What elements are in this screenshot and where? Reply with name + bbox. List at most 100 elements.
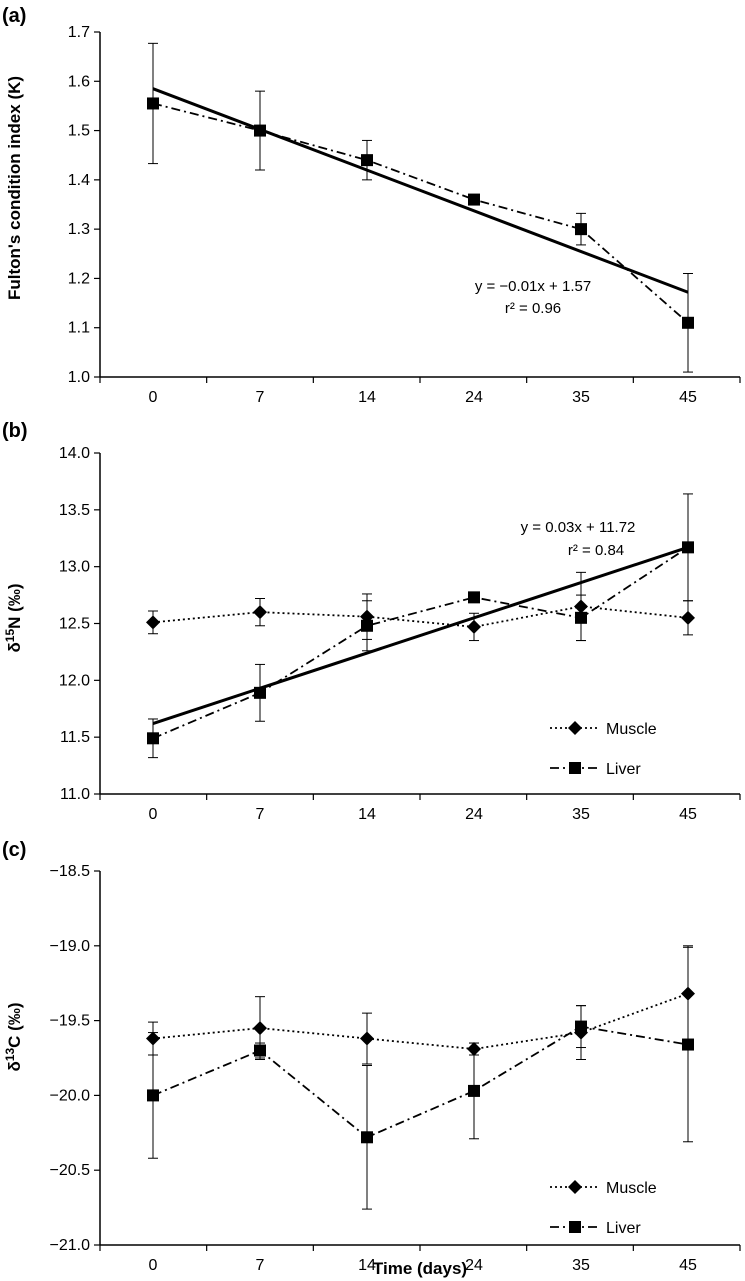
- x-tick-label-c: 0: [149, 1257, 158, 1274]
- x-tick-label-a: 45: [679, 389, 697, 406]
- x-tick-label-c: 35: [572, 1257, 590, 1274]
- point-muscle-b: [253, 605, 267, 620]
- y-tick-label-c: −19.0: [50, 938, 91, 955]
- x-tick-label-c: 45: [679, 1257, 697, 1274]
- point-liver-b: [575, 611, 587, 624]
- point-muscle-c: [253, 1021, 267, 1036]
- legend-marker-liver-b: [569, 762, 581, 774]
- y-tick-label-b: 14.0: [59, 445, 90, 462]
- y-tick-label-a: 1.0: [68, 369, 90, 386]
- x-tick-label-c: 14: [358, 1257, 376, 1274]
- legend-label-muscle-c: Muscle: [606, 1180, 657, 1197]
- point-muscle-b: [467, 619, 481, 634]
- y-ticks-a: 1.0 1.1 1.2 1.3 1.4 1.5 1.6 1.7: [68, 24, 100, 386]
- series-line-muscle-c: [152, 992, 689, 1050]
- legend-label-liver-b: Liver: [606, 761, 641, 778]
- regression-r2-b: r² = 0.84: [568, 542, 624, 559]
- y-tick-label-b: 12.0: [59, 672, 90, 689]
- regression-line-b: [152, 545, 689, 725]
- panel-label-a: (a): [2, 5, 26, 27]
- y-tick-label-b: 11.5: [60, 729, 90, 746]
- point-liver-c: [575, 1020, 587, 1033]
- x-tick-label-a: 14: [358, 389, 376, 406]
- point-muscle-c: [360, 1031, 374, 1046]
- point-liver-b: [468, 591, 480, 604]
- series-group-b: [146, 493, 695, 759]
- legend-marker-muscle-b: [568, 721, 582, 735]
- regression-line-a: [152, 87, 689, 294]
- x-tick-label-b: 0: [149, 806, 158, 823]
- x-tick-label-a: 24: [465, 389, 483, 406]
- y-axis-title-b-sup: 15: [3, 629, 17, 643]
- y-axis-title-b-prefix: δ: [5, 642, 24, 652]
- x-tick-label-c: 7: [256, 1257, 265, 1274]
- y-tick-label-a: 1.1: [68, 320, 90, 337]
- point-liver-c: [468, 1084, 480, 1097]
- point-liver-c: [682, 1038, 694, 1051]
- y-ticks-c: −21.0 −20.5 −20.0 −19.5 −19.0 −18.5: [50, 863, 100, 1254]
- x-ticks-a: 0 7 14 24 35 45: [99, 377, 741, 406]
- x-tick-label-b: 45: [679, 806, 697, 823]
- series-line-liver-b: [152, 546, 689, 740]
- legend-marker-liver-c: [569, 1221, 581, 1233]
- point-k-a: [147, 97, 159, 110]
- x-tick-label-a: 0: [149, 389, 158, 406]
- legend-marker-muscle-c: [568, 1180, 582, 1194]
- point-liver-c: [147, 1089, 159, 1102]
- point-liver-b: [147, 732, 159, 745]
- legend-c: Muscle Liver: [550, 1180, 657, 1237]
- y-axis-title-c: δ13C (‰): [3, 1003, 24, 1072]
- y-tick-label-a: 1.6: [68, 73, 90, 90]
- y-axis-title-b: δ15N (‰): [3, 584, 24, 653]
- x-tick-label-b: 35: [572, 806, 590, 823]
- y-axis-title-c-prefix: δ: [5, 1061, 24, 1071]
- panel-label-c: (c): [2, 839, 26, 861]
- y-tick-label-b: 11.0: [60, 786, 90, 803]
- point-k-a: [361, 154, 373, 167]
- y-tick-label-c: −21.0: [50, 1237, 91, 1254]
- y-tick-label-b: 13.0: [59, 559, 90, 576]
- point-liver-b: [682, 541, 694, 554]
- y-tick-label-c: −20.5: [50, 1162, 91, 1179]
- point-k-a: [682, 316, 694, 329]
- x-tick-label-b: 7: [256, 806, 265, 823]
- y-axis-title-b-suffix: N (‰): [5, 584, 24, 629]
- x-tick-label-c: 24: [465, 1257, 483, 1274]
- x-axis-title-c: Time (days): [373, 1259, 467, 1278]
- panel-c: (c) δ13C (‰) −21.0 −20.5 −20.0 −19.5 −19.0 −1…: [2, 839, 741, 1278]
- series-group-c: [146, 945, 695, 1210]
- y-tick-label-a: 1.5: [68, 123, 90, 140]
- y-axis-title-c-suffix: C (‰): [5, 1003, 24, 1048]
- regression-equation-a: y = −0.01x + 1.57: [475, 278, 591, 295]
- y-tick-label-a: 1.4: [68, 172, 90, 189]
- panel-a: (a) Fulton's condition index (K) 1.01.11…: [2, 5, 741, 406]
- x-ticks-b: 0 7 14 24 35 45: [99, 794, 741, 823]
- point-k-a: [468, 193, 480, 206]
- point-muscle-b: [146, 615, 160, 630]
- point-k-a: [254, 124, 266, 137]
- point-liver-c: [361, 1131, 373, 1144]
- point-liver-b: [361, 619, 373, 632]
- regression-equation-b: y = 0.03x + 11.72: [521, 519, 636, 536]
- y-tick-label-a: 1.2: [68, 270, 90, 287]
- legend-label-liver-c: Liver: [606, 1220, 641, 1237]
- point-muscle-b: [681, 610, 695, 625]
- series-line-liver-c: [152, 1025, 689, 1139]
- point-k-a: [575, 223, 587, 236]
- x-ticks-c: 0 7 14 24 35 45: [99, 1245, 741, 1274]
- x-tick-label-b: 14: [358, 806, 376, 823]
- y-tick-label-b: 12.5: [59, 616, 90, 633]
- panel-b: (b) δ15N (‰) 11.0 11.5 12.0 12.5 13.0 13.5 14.…: [2, 420, 741, 823]
- y-tick-label-a: 1.7: [68, 24, 90, 41]
- series-line-k-a: [152, 102, 689, 324]
- regression-fit-b: [152, 545, 689, 725]
- y-tick-label-b: 13.5: [59, 502, 90, 519]
- series-line-muscle-b: [152, 605, 689, 628]
- y-axis-title-a: Fulton's condition index (K): [5, 76, 24, 300]
- panel-label-b: (b): [2, 420, 28, 442]
- x-tick-label-a: 7: [256, 389, 265, 406]
- y-tick-label-c: −18.5: [50, 863, 91, 880]
- y-tick-label-a: 1.3: [68, 221, 90, 238]
- x-tick-label-b: 24: [465, 806, 483, 823]
